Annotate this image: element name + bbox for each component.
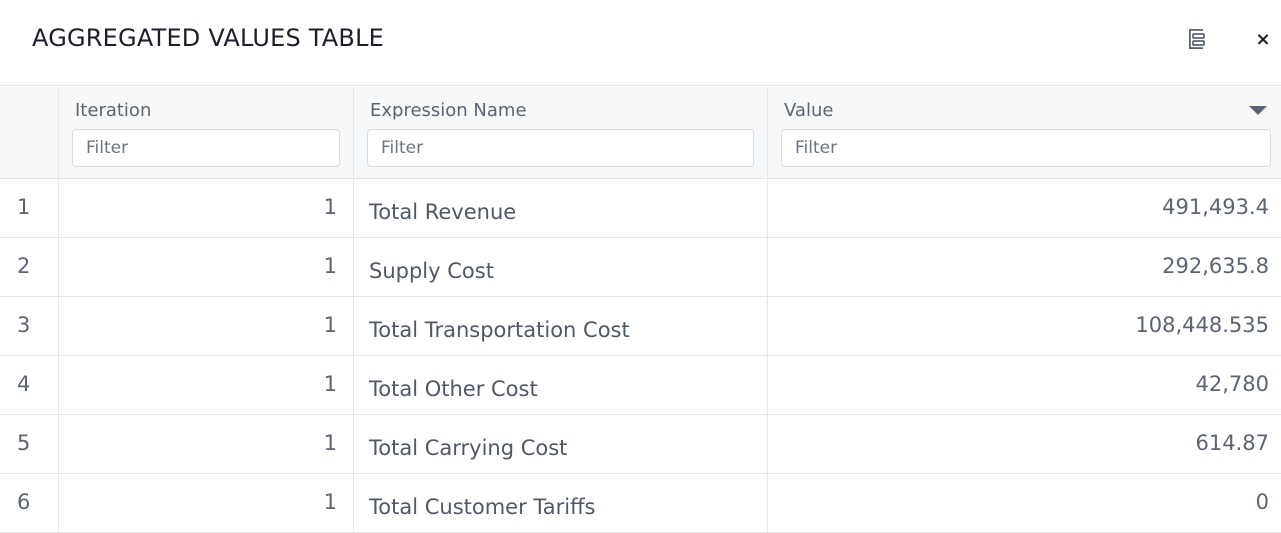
dialog-title: AGGREGATED VALUES TABLE: [32, 24, 385, 52]
expression-name-cell: Total Customer Tariffs: [353, 474, 767, 533]
column-label-value: Value: [784, 100, 834, 121]
expression-name-cell: Total Transportation Cost: [353, 297, 767, 356]
column-label-expression-name: Expression Name: [370, 100, 527, 121]
column-header-expression-name: Expression Name: [353, 87, 767, 179]
table-header: Iteration Expression Name Value: [0, 87, 1281, 179]
row-index: 5: [17, 431, 31, 455]
dialog-header: AGGREGATED VALUES TABLE ×: [0, 0, 1281, 86]
sort-descending-icon[interactable]: [1249, 106, 1267, 115]
value-filter-input[interactable]: [781, 129, 1271, 167]
expression-name-cell: Total Revenue: [353, 179, 767, 238]
expression-name-cell: Total Carrying Cost: [353, 415, 767, 474]
table-row[interactable]: 6 1 Total Customer Tariffs 0: [0, 474, 1281, 533]
iteration-cell: 1: [58, 415, 353, 474]
value-cell: 108,448.535: [767, 297, 1281, 356]
row-index: 2: [17, 254, 31, 278]
close-icon[interactable]: ×: [1255, 28, 1271, 50]
value-cell: 614.87: [767, 415, 1281, 474]
expression-name-cell: Total Other Cost: [353, 356, 767, 415]
column-label-iteration: Iteration: [75, 100, 152, 121]
table-row[interactable]: 4 1 Total Other Cost 42,780: [0, 356, 1281, 415]
row-index: 3: [17, 313, 31, 337]
row-index: 1: [17, 195, 31, 219]
value-cell: 491,493.4: [767, 179, 1281, 238]
expression-name-cell: Supply Cost: [353, 238, 767, 297]
column-header-value: Value: [767, 87, 1281, 179]
value-cell: 292,635.8: [767, 238, 1281, 297]
column-header-iteration: Iteration: [58, 87, 353, 179]
table-row[interactable]: 2 1 Supply Cost 292,635.8: [0, 238, 1281, 297]
iteration-cell: 1: [58, 179, 353, 238]
table-row[interactable]: 3 1 Total Transportation Cost 108,448.53…: [0, 297, 1281, 356]
value-cell: 42,780: [767, 356, 1281, 415]
iteration-cell: 1: [58, 474, 353, 533]
columns-icon[interactable]: [1184, 26, 1210, 52]
value-cell: 0: [767, 474, 1281, 533]
iteration-cell: 1: [58, 238, 353, 297]
table-row[interactable]: 1 1 Total Revenue 491,493.4: [0, 179, 1281, 238]
iteration-filter-input[interactable]: [72, 129, 340, 167]
row-index: 4: [17, 372, 31, 396]
iteration-cell: 1: [58, 356, 353, 415]
table-row[interactable]: 5 1 Total Carrying Cost 614.87: [0, 415, 1281, 474]
table-body: 1 1 Total Revenue 491,493.4 2 1 Supply C…: [0, 179, 1281, 533]
row-index: 6: [17, 490, 31, 514]
expression-name-filter-input[interactable]: [367, 129, 754, 167]
iteration-cell: 1: [58, 297, 353, 356]
